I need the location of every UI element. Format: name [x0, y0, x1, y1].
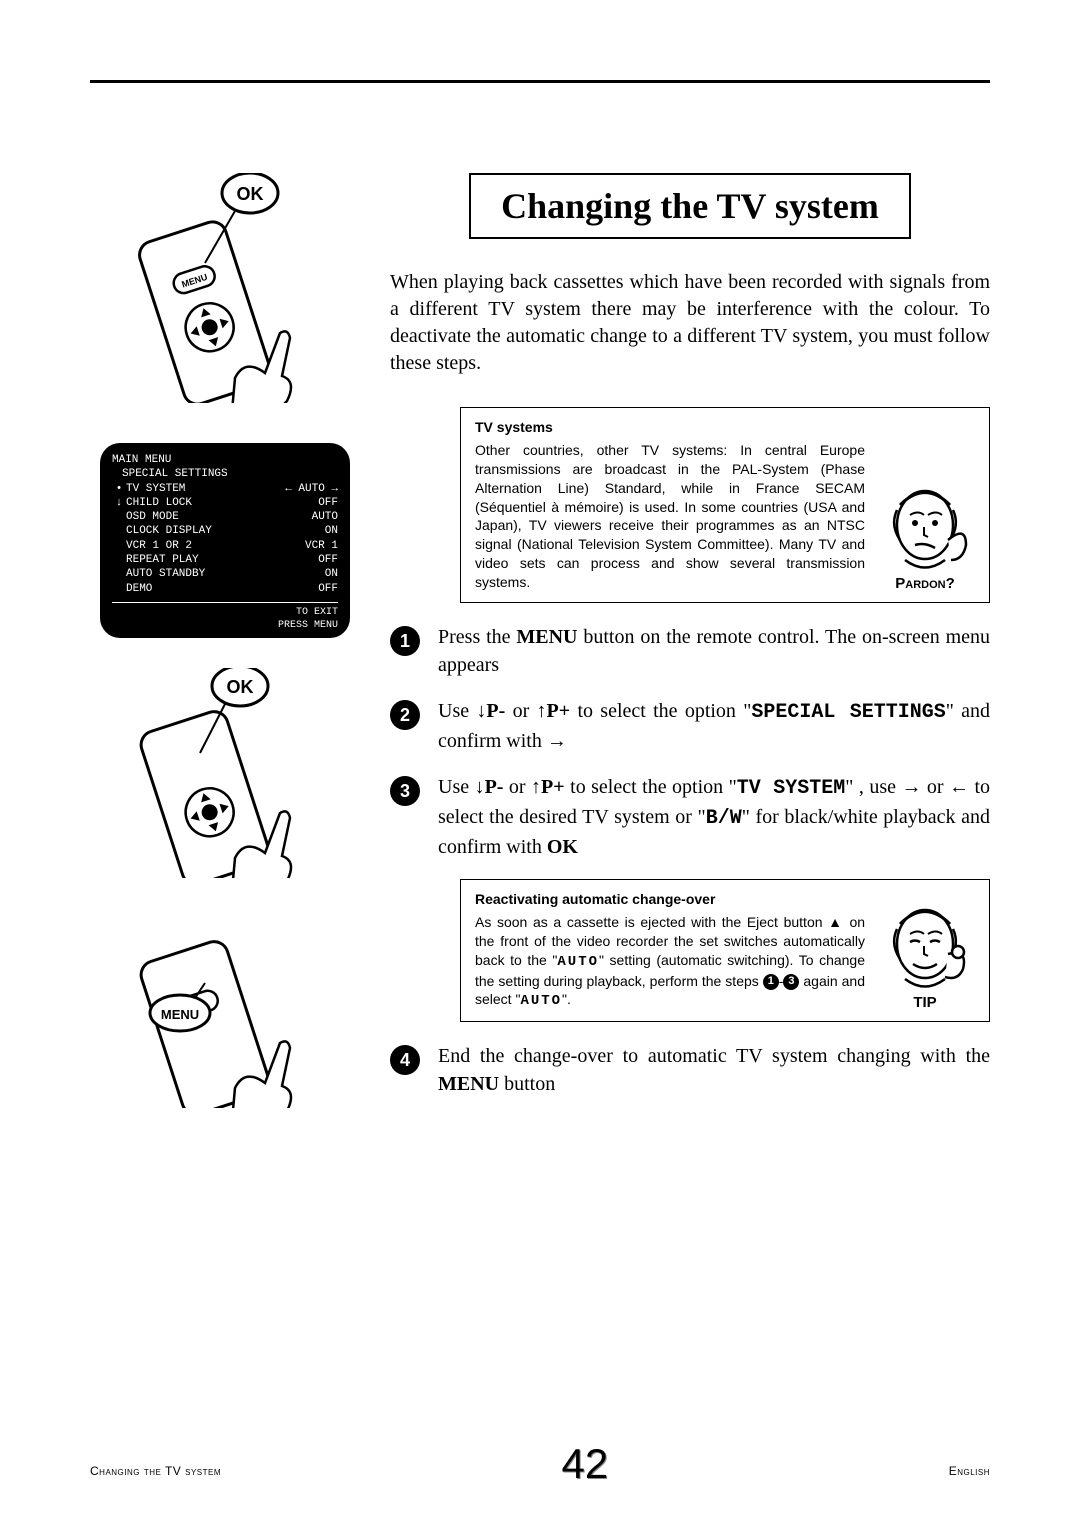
eject-icon: ▲	[828, 914, 844, 930]
tip-label: TIP	[913, 994, 936, 1011]
osd-row: REPEAT PLAYOFF	[112, 553, 338, 567]
step-1: 1 Press the MENU button on the remote co…	[390, 623, 990, 679]
page-title: Changing the TV system	[469, 173, 911, 239]
osd-row: AUTO STANDBYON	[112, 567, 338, 581]
intro-text: When playing back cassettes which have b…	[390, 269, 990, 377]
osd-row: ↓CHILD LOCKOFF	[112, 496, 338, 510]
osd-screen: MAIN MENU SPECIAL SETTINGS •TV SYSTEM← A…	[100, 443, 350, 638]
osd-row: OSD MODEAUTO	[112, 510, 338, 524]
remote-ok-illustration: OK	[130, 668, 320, 878]
remote-menu-illustration: MENU	[130, 908, 320, 1108]
svg-text:OK: OK	[227, 677, 254, 697]
page-footer: Changing the TV system 42 English	[90, 1430, 990, 1478]
osd-row: CLOCK DISPLAYON	[112, 524, 338, 538]
left-illustrations-column: MENU OK MAIN MENU SPECIAL SETTINGS •TV S…	[90, 173, 360, 1138]
svg-text:MENU: MENU	[161, 1007, 199, 1022]
tip-face-icon	[880, 894, 970, 994]
step-num-1: 1	[390, 626, 420, 656]
osd-row: DEMOOFF	[112, 582, 338, 596]
tip-box: Reactivating automatic change-over As so…	[460, 879, 990, 1022]
step-4: 4 End the change-over to automatic TV sy…	[390, 1042, 990, 1098]
osd-footer1: TO EXIT	[112, 606, 338, 619]
osd-title2: SPECIAL SETTINGS	[112, 467, 338, 481]
osd-row: VCR 1 OR 2VCR 1	[112, 539, 338, 553]
osd-row: •TV SYSTEM← AUTO →	[112, 482, 338, 496]
step-num-4: 4	[390, 1045, 420, 1075]
tv-systems-title: TV systems	[475, 418, 865, 437]
pardon-box: TV systems Other countries, other TV sys…	[460, 407, 990, 603]
confused-face-icon	[880, 475, 970, 575]
step-num-2: 2	[390, 700, 420, 730]
footer-right: English	[949, 1464, 990, 1478]
step-3: 3 Use ↓P- or ↑P+ to select the option "T…	[390, 773, 990, 861]
pardon-label: Pardon?	[895, 575, 955, 592]
page-number: 42	[562, 1440, 609, 1488]
step-2: 2 Use ↓P- or ↑P+ to select the option "S…	[390, 697, 990, 755]
tv-systems-body: Other countries, other TV systems: In ce…	[475, 442, 865, 590]
tip-title: Reactivating automatic change-over	[475, 890, 865, 909]
remote-ok-menu-illustration: MENU OK	[130, 173, 320, 403]
step-num-3: 3	[390, 776, 420, 806]
svg-text:OK: OK	[237, 184, 264, 204]
osd-title1: MAIN MENU	[112, 453, 338, 467]
osd-footer2: PRESS MENU	[112, 619, 338, 632]
footer-left: Changing the TV system	[90, 1464, 221, 1478]
